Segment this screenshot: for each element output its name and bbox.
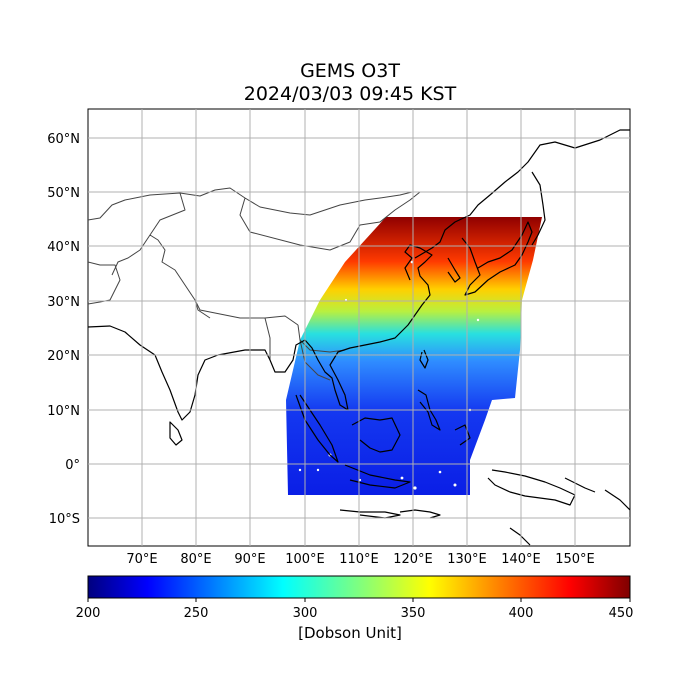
lon-tick-label: 140°E	[501, 552, 541, 567]
lat-tick-label: 50°N	[47, 186, 80, 201]
lon-tick-label: 120°E	[393, 552, 433, 567]
colorbar-tick-label: 200	[76, 606, 101, 621]
lat-tick-label: 20°N	[47, 349, 80, 364]
country-borders	[88, 187, 421, 381]
lat-gridlines	[88, 137, 630, 519]
lon-tick-label: 90°E	[234, 552, 265, 567]
ozone-swath	[286, 217, 542, 495]
map-title: GEMS O3T	[300, 60, 400, 82]
lat-tick-label: 10°N	[47, 404, 80, 419]
map-subtitle-datetime: 2024/03/03 09:45 KST	[243, 83, 457, 105]
colorbar-ticks	[87, 598, 631, 602]
lon-tick-label: 110°E	[339, 552, 379, 567]
lat-tick-label: 60°N	[47, 132, 80, 147]
colorbar-tick-label: 300	[293, 606, 318, 621]
lon-tick-label: 130°E	[447, 552, 487, 567]
lon-tick-label: 150°E	[555, 552, 595, 567]
lon-tick-label: 70°E	[126, 552, 157, 567]
colorbar	[87, 575, 631, 599]
lon-tick-label: 100°E	[285, 552, 325, 567]
colorbar-tick-label: 250	[184, 606, 209, 621]
lon-tick-label: 80°E	[180, 552, 211, 567]
lat-tick-label: 40°N	[47, 240, 80, 255]
lat-tick-label: 10°S	[49, 512, 80, 527]
colorbar-tick-label: 400	[509, 606, 534, 621]
lat-tick-label: 0°	[65, 458, 80, 473]
colorbar-tick-label: 350	[401, 606, 426, 621]
colorbar-unit-label: [Dobson Unit]	[298, 624, 402, 642]
lat-tick-label: 30°N	[47, 295, 80, 310]
lon-gridlines	[141, 109, 576, 546]
colorbar-tick-label: 450	[609, 606, 634, 621]
